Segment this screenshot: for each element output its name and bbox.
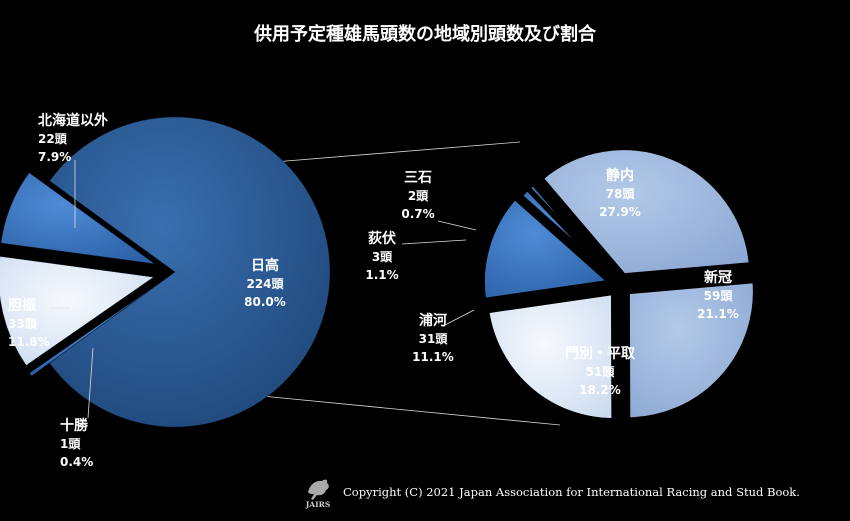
pie2-slice-3 — [479, 193, 617, 304]
data-labels: 日高 224頭 80.0% 十勝 1頭 0.4% 胆振 33頭 11.8% 北海道以外 22頭 7.9… — [8, 112, 739, 469]
copyright-text: Copyright (C) 2021 Japan Association for… — [343, 485, 800, 499]
pie1-label-1: 十勝 1頭 0.4% — [60, 417, 93, 469]
leader-tokachi — [87, 347, 94, 419]
pie2-slice-0 — [537, 145, 755, 279]
chart-title: 供用予定種雄馬頭数の地域別頭数及び割合 — [253, 23, 597, 45]
pie2-label-2: 門別・平取 51頭 18.2% — [565, 346, 636, 397]
pie2-label-4: 荻伏 3頭 1.1% — [365, 230, 398, 282]
svg-text:JAIRS: JAIRS — [305, 500, 331, 509]
leader-urakawa — [444, 309, 475, 326]
leader-mitsuishi — [437, 220, 477, 231]
pie2-label-0: 静内 78頭 27.9% — [599, 167, 641, 219]
pie1-label-0: 日高 224頭 80.0% — [244, 257, 286, 309]
pie-slice-1 — [29, 284, 158, 377]
leader-ogifushi — [401, 239, 467, 245]
pie-slice-0 — [49, 116, 331, 428]
pie-slice-2 — [0, 256, 155, 366]
pie2-slice-5 — [524, 179, 618, 283]
pie1-label-3: 北海道以外 22頭 7.9% — [38, 112, 108, 164]
pie1-label-2: 胆振 33頭 11.8% — [8, 297, 50, 349]
pie-chart-region — [0, 116, 331, 428]
pie-chart-subregion — [479, 145, 758, 424]
pie-slice-3 — [0, 172, 155, 265]
pie2-slice-1 — [624, 277, 758, 423]
pie2-slice-2 — [483, 289, 617, 424]
pie2-label-3: 浦河 31頭 11.1% — [412, 312, 454, 364]
pie2-label-1: 新冠 59頭 21.1% — [697, 269, 739, 321]
jairs-logo: JAIRS — [305, 479, 331, 509]
pie2-label-5: 三石 2頭 0.7% — [401, 170, 434, 221]
